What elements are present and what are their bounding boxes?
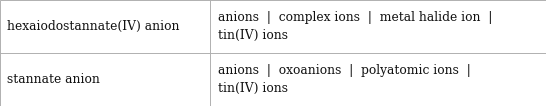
- Text: anions  |  oxoanions  |  polyatomic ions  |
tin(IV) ions: anions | oxoanions | polyatomic ions | t…: [218, 64, 471, 95]
- Text: stannate anion: stannate anion: [7, 73, 99, 86]
- Text: anions  |  complex ions  |  metal halide ion  |
tin(IV) ions: anions | complex ions | metal halide ion…: [218, 11, 493, 42]
- Text: hexaiodostannate(IV) anion: hexaiodostannate(IV) anion: [7, 20, 179, 33]
